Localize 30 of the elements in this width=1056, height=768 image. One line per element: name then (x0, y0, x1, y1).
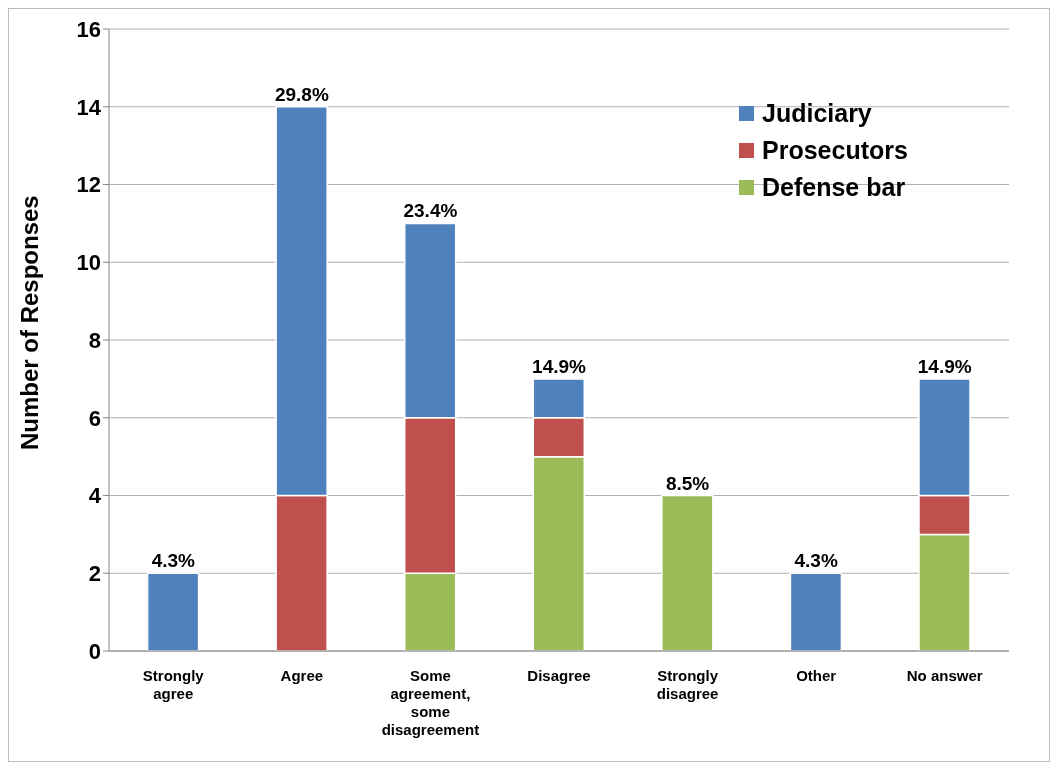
y-axis-title: Number of Responses (15, 195, 43, 450)
y-tick-label: 2 (88, 561, 101, 587)
bar (661, 494, 714, 651)
y-tick-label: 6 (88, 405, 101, 431)
annotation: 4.3% (151, 550, 196, 572)
bar (789, 572, 843, 651)
x-tick-label: No answer (906, 667, 983, 684)
annotation: 14.9% (917, 355, 972, 377)
legend-label: Defense bar (762, 173, 906, 202)
annotation: 29.8% (274, 83, 329, 105)
x-tick-label: Disagree (527, 667, 591, 684)
x-tick-label: Some agreement, some disagreement (381, 667, 480, 738)
y-tick-label: 0 (88, 638, 101, 664)
bar (146, 572, 200, 651)
x-tick-label: Other (796, 667, 837, 684)
x-tick-label: Strongly agree (142, 667, 205, 702)
legend-label: Prosecutors (762, 136, 908, 165)
x-tick-label: Agree (280, 667, 324, 684)
y-tick-label: 8 (88, 327, 101, 353)
y-tick-label: 12 (76, 172, 101, 198)
annotation: 8.5% (665, 472, 710, 494)
y-tick-label: 10 (76, 250, 101, 276)
y-tick-label: 4 (88, 483, 102, 509)
y-tick-label: 16 (76, 16, 101, 42)
legend-label: Judiciary (762, 99, 872, 128)
y-tick-label: 14 (76, 94, 102, 120)
annotation: 4.3% (794, 550, 838, 572)
x-tick-label: Strongly disagree (656, 667, 719, 702)
annotation: 23.4% (403, 200, 458, 222)
annotation: 14.9% (532, 355, 587, 377)
